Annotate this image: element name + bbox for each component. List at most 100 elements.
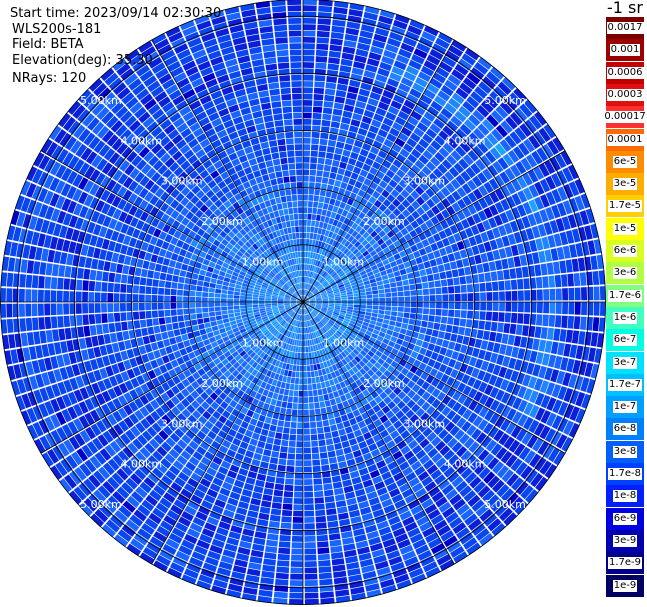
beta-cell — [259, 434, 267, 443]
beta-cell — [390, 336, 398, 343]
beta-cell — [303, 390, 308, 397]
beta-cell — [316, 163, 324, 171]
beta-cell — [335, 396, 342, 404]
beta-cell — [99, 367, 108, 379]
beta-cell — [166, 410, 176, 421]
beta-cell — [263, 280, 270, 285]
beta-cell — [227, 290, 234, 295]
beta-cell — [315, 56, 328, 63]
beta-cell — [98, 144, 111, 157]
beta-cell — [399, 415, 409, 424]
beta-cell — [128, 401, 139, 412]
beta-cell — [327, 412, 334, 420]
beta-cell — [533, 166, 545, 180]
beta-cell — [334, 323, 341, 328]
beta-cell — [480, 340, 489, 350]
beta-cell — [538, 127, 551, 142]
beta-cell — [218, 445, 229, 454]
beta-cell — [308, 390, 313, 397]
beta-cell — [455, 174, 466, 186]
beta-cell — [379, 297, 386, 302]
beta-cell — [332, 186, 340, 194]
beta-cell — [227, 306, 234, 310]
beta-cell — [519, 123, 532, 137]
beta-cell — [322, 222, 328, 230]
beta-cell — [435, 66, 450, 79]
beta-cell — [421, 391, 431, 401]
beta-cell — [272, 496, 283, 503]
beta-cell — [321, 294, 328, 297]
beta-cell — [364, 284, 371, 289]
beta-cell — [26, 199, 37, 214]
beta-cell — [342, 279, 349, 284]
beta-cell — [415, 256, 423, 265]
beta-cell — [387, 37, 401, 48]
beta-cell — [455, 87, 469, 100]
beta-cell — [150, 399, 160, 410]
beta-cell — [400, 367, 409, 376]
beta-cell — [183, 290, 190, 296]
beta-cell — [57, 442, 70, 457]
beta-cell — [311, 144, 319, 151]
beta-cell — [493, 214, 503, 226]
beta-cell — [353, 482, 364, 491]
beta-cell — [76, 279, 83, 291]
beta-cell — [246, 258, 254, 265]
beta-cell — [83, 268, 91, 280]
beta-cell — [355, 225, 363, 233]
beta-cell — [286, 459, 295, 466]
beta-cell — [328, 238, 335, 245]
beta-cell — [280, 368, 285, 376]
beta-cell — [344, 371, 352, 379]
beta-cell — [292, 312, 296, 318]
beta-cell — [307, 251, 311, 258]
beta-cell — [90, 210, 101, 223]
beta-cell — [126, 348, 135, 359]
beta-cell — [467, 204, 477, 215]
beta-cell — [480, 155, 492, 167]
beta-cell — [234, 344, 242, 351]
beta-cell — [221, 250, 229, 258]
beta-cell — [59, 132, 72, 147]
beta-cell — [165, 538, 180, 550]
beta-cell — [567, 273, 574, 287]
beta-cell — [380, 578, 395, 589]
beta-cell — [182, 257, 191, 265]
beta-cell — [328, 307, 334, 310]
beta-cell — [16, 212, 26, 227]
beta-cell — [214, 396, 224, 405]
beta-cell — [547, 235, 556, 248]
beta-cell — [57, 112, 71, 128]
beta-cell — [452, 325, 459, 334]
beta-cell — [105, 365, 114, 377]
beta-cell — [399, 482, 411, 493]
beta-cell — [253, 271, 260, 277]
beta-cell — [425, 532, 439, 544]
beta-cell — [275, 400, 282, 407]
beta-cell — [359, 340, 367, 347]
beta-cell — [26, 183, 37, 198]
beta-cell — [379, 302, 386, 306]
beta-cell — [153, 560, 168, 572]
beta-cell — [565, 329, 573, 343]
beta-cell — [240, 305, 246, 309]
beta-cell — [331, 475, 342, 483]
beta-cell — [351, 315, 358, 320]
beta-cell — [356, 494, 368, 503]
beta-cell — [430, 543, 445, 555]
beta-cell — [218, 521, 231, 531]
beta-cell — [376, 317, 384, 323]
beta-cell — [430, 216, 440, 226]
beta-cell — [226, 449, 236, 458]
beta-cell — [181, 378, 191, 388]
beta-cell — [276, 367, 282, 374]
beta-cell — [272, 392, 279, 400]
beta-cell — [486, 251, 495, 262]
beta-cell — [169, 432, 181, 443]
beta-cell — [472, 415, 483, 428]
beta-cell — [176, 455, 188, 466]
beta-cell — [442, 56, 457, 68]
beta-cell — [236, 507, 248, 516]
beta-cell — [378, 365, 387, 374]
beta-cell — [390, 235, 398, 243]
